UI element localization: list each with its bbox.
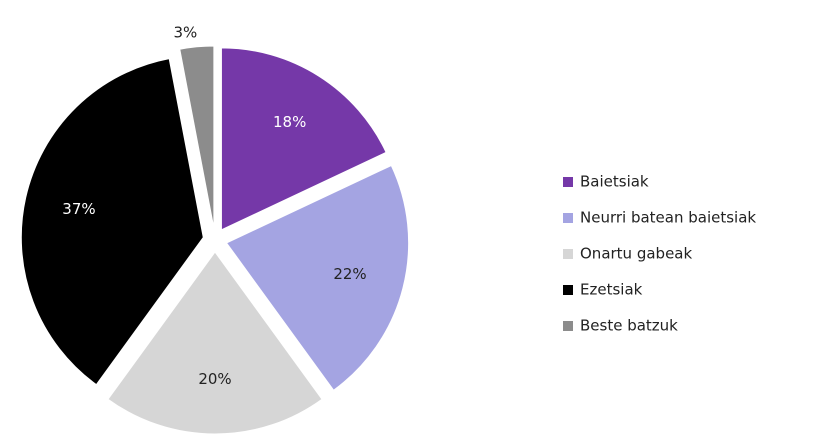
legend-swatch: [563, 213, 573, 223]
data-label: 3%: [174, 23, 198, 41]
legend-swatch: [563, 285, 573, 295]
legend-swatch: [563, 321, 573, 331]
legend-label: Onartu gabeak: [580, 245, 692, 263]
legend-swatch: [563, 249, 573, 259]
data-label: 22%: [333, 265, 366, 283]
pie-slice: [20, 58, 204, 386]
data-label: 37%: [62, 200, 95, 218]
legend-label: Neurri batean baietsiak: [580, 209, 756, 227]
data-label: 18%: [273, 113, 306, 131]
pie-slice: [179, 45, 215, 229]
pie-slice: [220, 47, 387, 231]
legend-label: Baietsiak: [580, 173, 649, 191]
data-label: 20%: [198, 370, 231, 388]
legend-swatch: [563, 177, 573, 187]
legend-label: Beste batzuk: [580, 317, 678, 335]
legend-label: Ezetsiak: [580, 281, 643, 299]
pie-slice: [225, 164, 410, 391]
